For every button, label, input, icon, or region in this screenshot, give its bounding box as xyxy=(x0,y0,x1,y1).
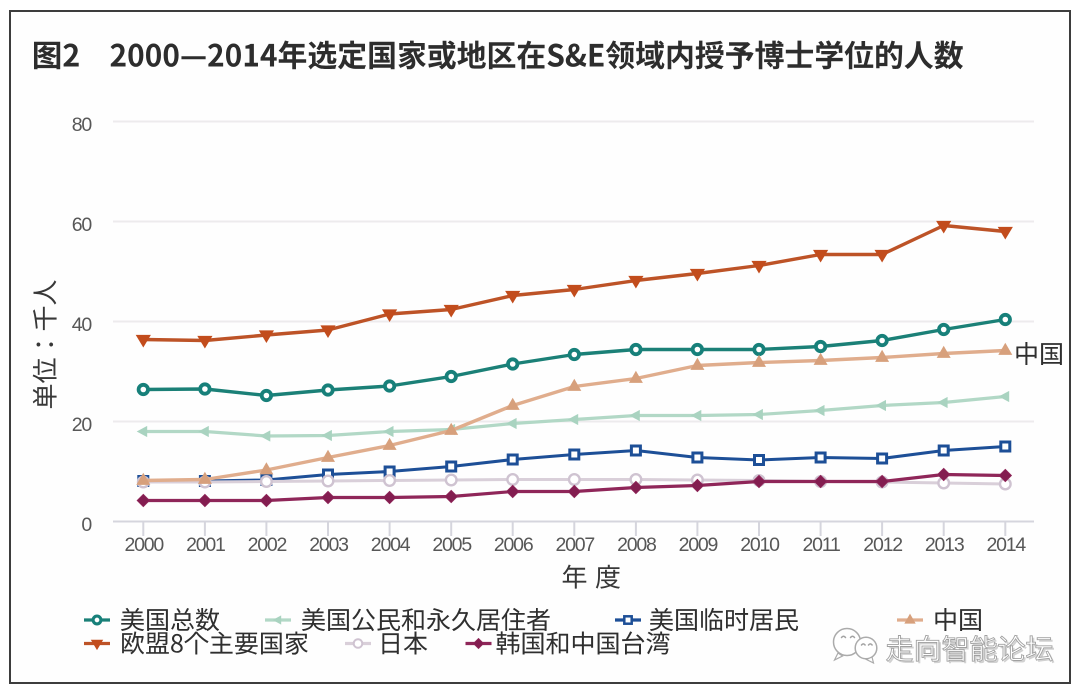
svg-text:2002: 2002 xyxy=(248,534,287,556)
svg-text:2004: 2004 xyxy=(371,534,411,556)
svg-text:2005: 2005 xyxy=(432,534,472,556)
svg-text:2006: 2006 xyxy=(494,534,533,556)
svg-text:20: 20 xyxy=(72,414,93,436)
svg-text:0: 0 xyxy=(81,514,92,536)
svg-text:2010: 2010 xyxy=(740,534,780,556)
svg-text:2007: 2007 xyxy=(556,534,595,556)
svg-text:2000: 2000 xyxy=(125,534,165,556)
svg-text:2008: 2008 xyxy=(617,534,656,556)
svg-text:60: 60 xyxy=(72,214,93,236)
svg-text:40: 40 xyxy=(72,314,93,336)
svg-text:2014: 2014 xyxy=(987,534,1027,556)
svg-text:2009: 2009 xyxy=(679,534,718,556)
svg-text:2011: 2011 xyxy=(803,534,840,556)
svg-text:80: 80 xyxy=(72,114,93,136)
svg-text:2012: 2012 xyxy=(863,534,902,556)
svg-text:2001: 2001 xyxy=(186,534,225,556)
svg-text:2013: 2013 xyxy=(925,534,964,556)
svg-text:2003: 2003 xyxy=(309,534,348,556)
